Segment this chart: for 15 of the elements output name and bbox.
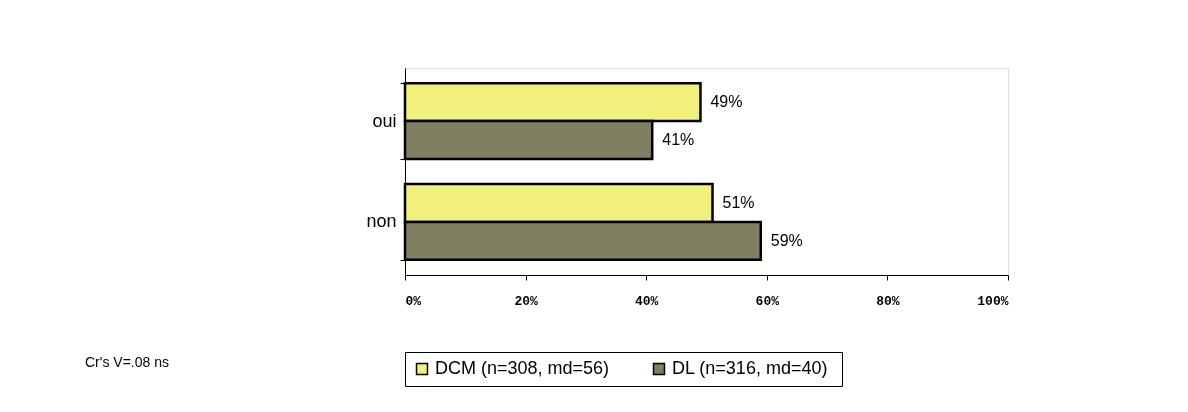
legend-label: DCM (n=308, md=56) [435, 358, 610, 378]
y-tick-label: non [366, 211, 397, 232]
data-label: 41% [662, 130, 695, 148]
x-tick-label: 20% [514, 293, 538, 309]
x-tick-label: 0% [405, 293, 422, 309]
x-tick-label: 100% [977, 293, 1009, 309]
y-tick-label: oui [372, 110, 397, 131]
x-tick-label: 80% [876, 293, 900, 309]
x-tick-label: 40% [635, 293, 659, 309]
x-tick-label: 60% [755, 293, 780, 309]
legend-label: DL (n=316, md=40) [672, 358, 828, 378]
text: Cr's V=.08 ns [85, 354, 169, 370]
data-label: 51% [722, 194, 755, 212]
data-label: 49% [710, 93, 743, 111]
data-label: 59% [770, 231, 803, 249]
